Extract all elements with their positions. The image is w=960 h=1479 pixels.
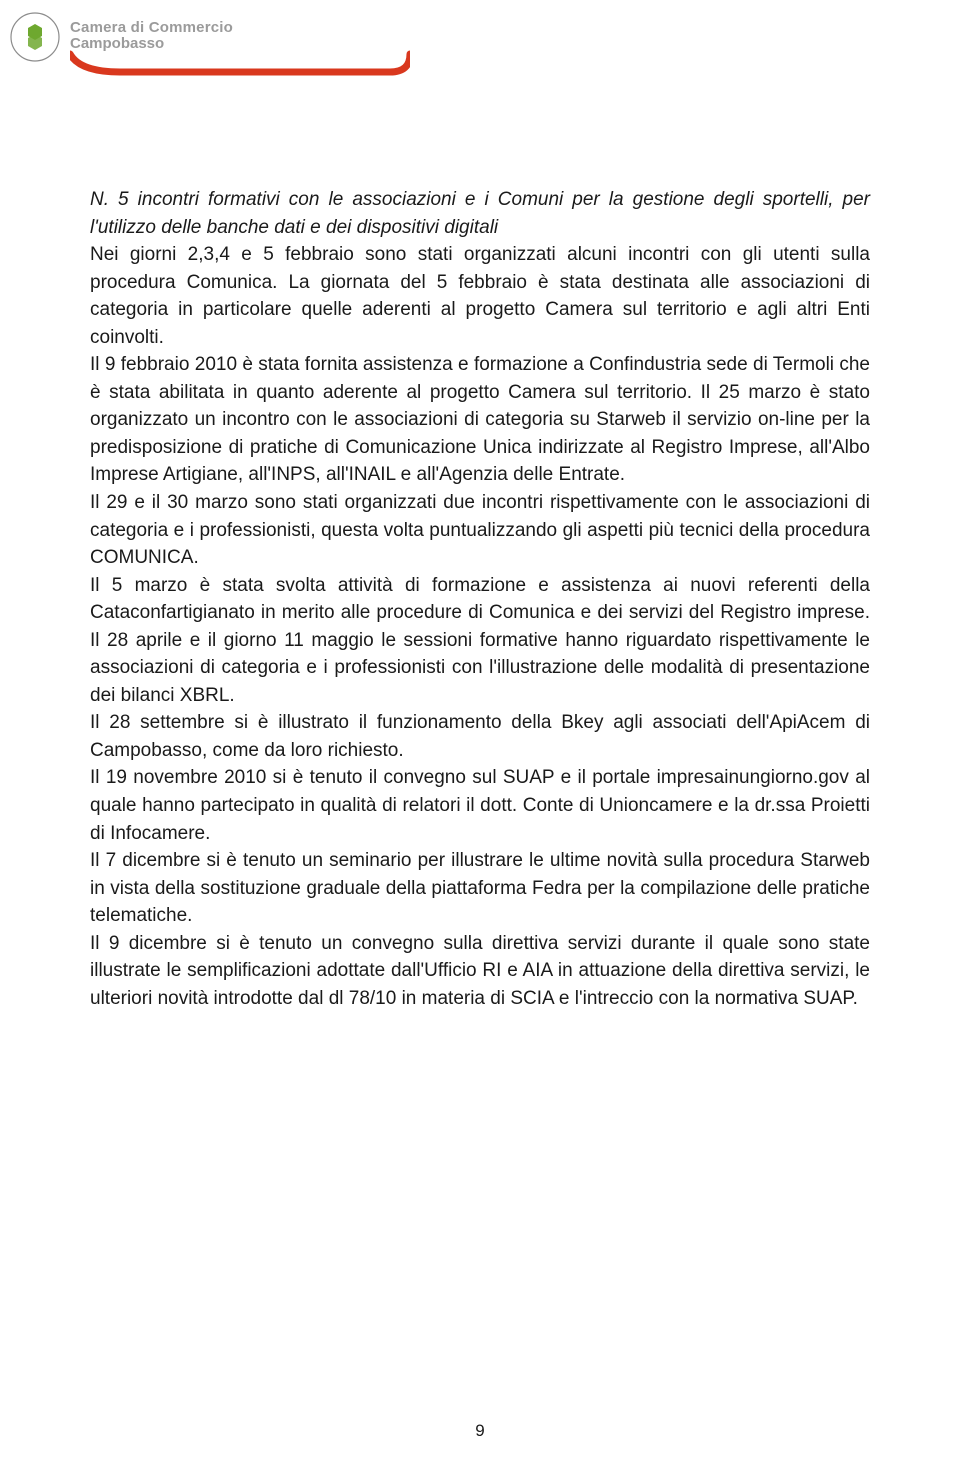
document-body: N. 5 incontri formativi con le associazi… [0,68,960,1012]
page-number: 9 [0,1421,960,1441]
org-name: Camera di Commercio Campobasso [70,19,233,52]
paragraph: Il 19 novembre 2010 si è tenuto il conve… [90,764,870,847]
paragraph: Il 29 e il 30 marzo sono stati organizza… [90,489,870,572]
paragraph: Il 5 marzo è stata svolta attività di fo… [90,572,870,710]
paragraph: Il 9 dicembre si è tenuto un convegno su… [90,930,870,1013]
header-swoosh-icon [70,48,410,78]
paragraph: Il 9 febbraio 2010 è stata fornita assis… [90,351,870,489]
org-name-line1: Camera di Commercio [70,19,233,36]
paragraph: Il 28 settembre si è illustrato il funzi… [90,709,870,764]
org-logo-icon [10,12,60,62]
section-title: N. 5 incontri formativi con le associazi… [90,186,870,241]
paragraph: Nei giorni 2,3,4 e 5 febbraio sono stati… [90,241,870,351]
paragraph: Il 7 dicembre si è tenuto un seminario p… [90,847,870,930]
page-header: Camera di Commercio Campobasso [0,0,960,68]
